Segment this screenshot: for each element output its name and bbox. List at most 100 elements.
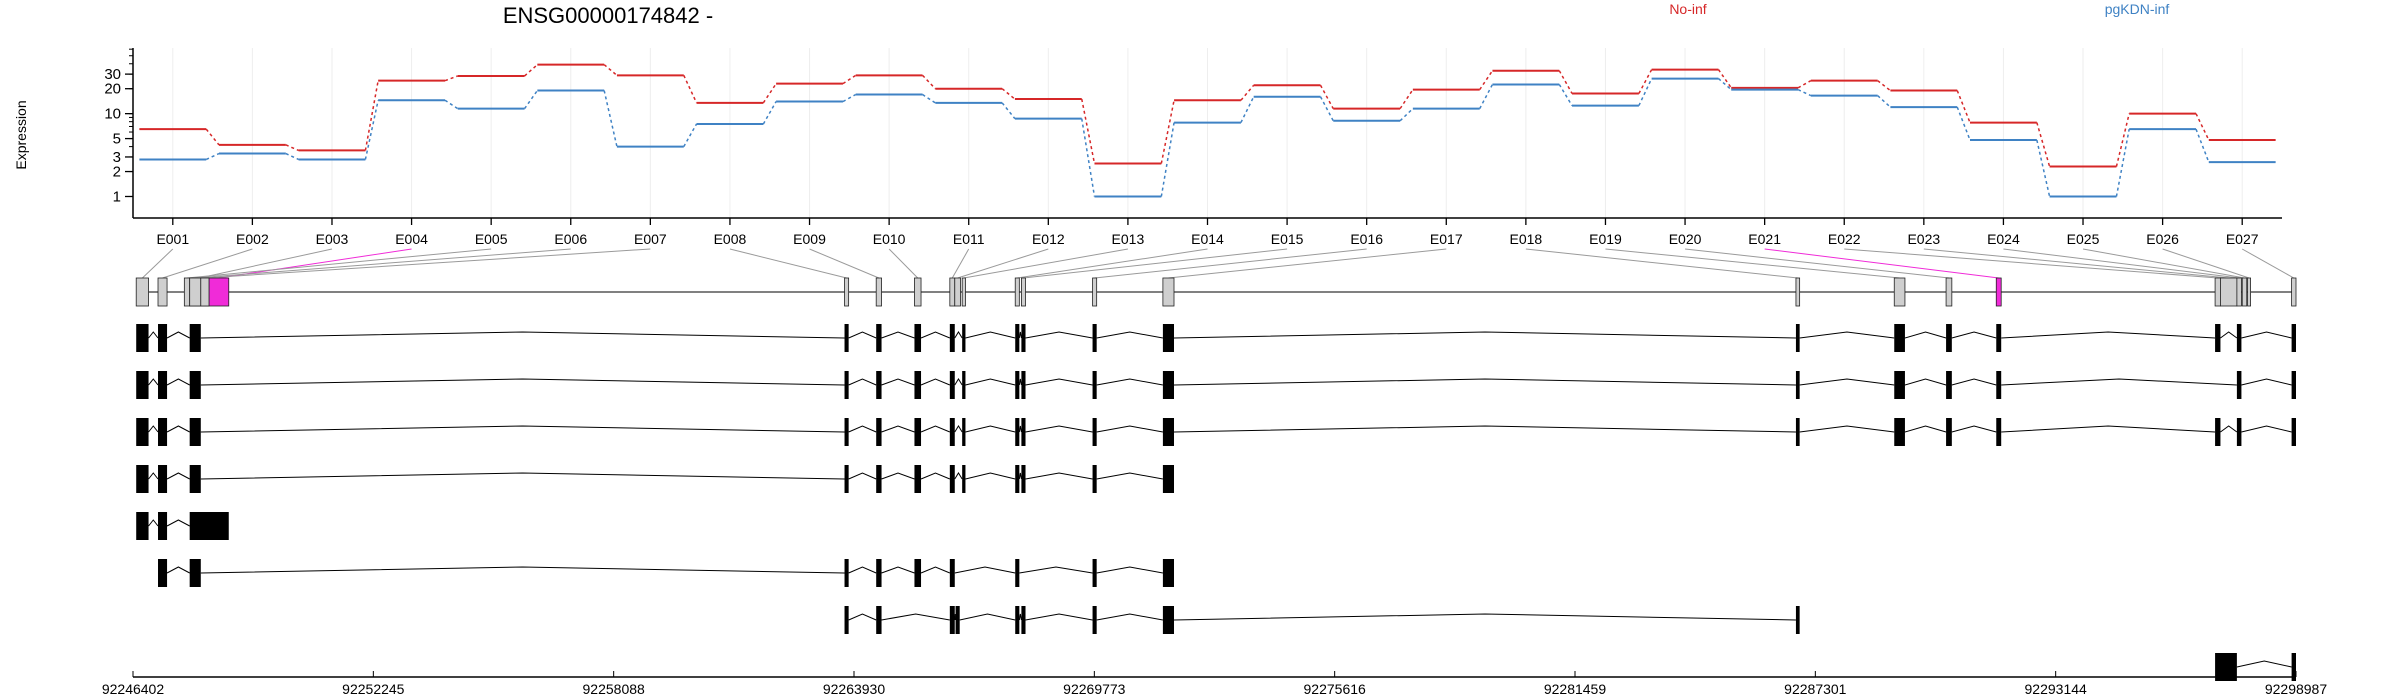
transcript-4-intron	[148, 472, 159, 480]
transcript-2-intron	[965, 378, 1016, 386]
genomic-axis-label: 92246402	[102, 681, 165, 697]
x-tick-label-E027: E027	[2226, 231, 2259, 247]
transcript-3-exon	[2291, 418, 2296, 446]
transcript-3-intron	[965, 425, 1016, 433]
transcript-7-exon	[1021, 606, 1026, 634]
series-0-connector-E003	[364, 80, 379, 151]
transcript-1-intron	[2001, 331, 2216, 339]
transcript-3-intron	[1173, 425, 1796, 433]
transcript-1-intron	[1173, 331, 1796, 339]
series-0-connector-E019	[1638, 69, 1653, 94]
collapsed-exon-E019	[1893, 277, 1906, 307]
series-0-connector-E015	[1319, 84, 1334, 109]
transcript-3-intron	[166, 425, 190, 433]
series-0-connector-E005	[524, 64, 538, 77]
transcript-1-intron	[1025, 331, 1093, 339]
transcript-4-exon	[1092, 465, 1097, 493]
series-1-connector-E014	[1240, 96, 1255, 123]
transcript-8-intron	[2236, 660, 2292, 668]
transcript-4-intron	[1096, 472, 1163, 480]
x-tick-label-E017: E017	[1430, 231, 1463, 247]
exon-link-E001	[142, 248, 174, 279]
transcript-1-exon	[136, 324, 149, 352]
transcript-3-intron	[2001, 425, 2216, 433]
transcript-2-exon	[2236, 371, 2242, 399]
transcript-7-exon	[876, 606, 882, 634]
transcript-1-exon	[1021, 324, 1026, 352]
collapsed-exon-E017	[1162, 277, 1175, 307]
x-tick-label-E020: E020	[1669, 231, 1702, 247]
series-1-connector-E026	[2195, 128, 2210, 163]
series-0-connector-E013	[1160, 100, 1175, 164]
collapsed-exon-E022	[2214, 277, 2221, 307]
transcript-6-exon	[949, 559, 955, 587]
transcript-1-intron	[200, 331, 845, 339]
exon-link-E010	[888, 248, 919, 279]
transcript-3-intron	[1799, 425, 1895, 433]
transcript-3-exon	[1162, 418, 1175, 446]
transcript-4-intron	[881, 472, 915, 480]
transcript-3-exon	[1021, 418, 1026, 446]
exon-link-E005	[186, 248, 492, 279]
transcript-2-exon	[158, 371, 168, 399]
series-1-connector-E004	[444, 99, 459, 110]
genomic-axis-label: 92287301	[1784, 681, 1847, 697]
x-tick-label-E005: E005	[475, 231, 508, 247]
transcript-3-exon	[1092, 418, 1097, 446]
transcript-2-exon	[844, 371, 849, 399]
y-tick-label-5: 5	[113, 131, 121, 148]
transcript-3-intron	[1096, 425, 1163, 433]
transcript-6-intron	[848, 566, 877, 574]
transcript-3-exon	[1996, 418, 2002, 446]
transcript-2-intron	[1096, 378, 1163, 386]
series-1-connector-E008	[762, 101, 777, 125]
transcript-3-intron	[1025, 425, 1093, 433]
transcript-6-exon	[1092, 559, 1097, 587]
transcript-4-exon	[914, 465, 922, 493]
transcript-5-intron	[148, 519, 159, 527]
collapsed-exon-E024	[2236, 277, 2242, 307]
transcript-5-exon	[136, 512, 149, 540]
transcript-1-exon	[1996, 324, 2002, 352]
transcript-1-intron	[920, 331, 951, 339]
series-0-connector-E020	[1717, 69, 1732, 89]
transcript-6-exon	[876, 559, 882, 587]
transcript-4-intron	[1018, 472, 1022, 480]
x-tick-label-E015: E015	[1271, 231, 1304, 247]
transcript-3-intron	[1904, 425, 1947, 433]
series-0-connector-E026	[2195, 113, 2210, 141]
transcript-1-exon	[844, 324, 849, 352]
genomic-axis-label: 92275616	[1304, 681, 1367, 697]
transcript-7-exon	[955, 606, 960, 634]
transcript-2-intron	[1799, 378, 1895, 386]
transcript-7-intron	[954, 613, 957, 621]
transcript-1-exon	[914, 324, 922, 352]
transcript-1-intron	[2241, 331, 2292, 339]
exon-link-E007	[204, 248, 651, 279]
exon-link-E023	[1923, 248, 2229, 279]
series-0-connector-E014	[1240, 84, 1255, 101]
transcript-4-intron	[166, 472, 190, 480]
transcript-1-intron	[166, 331, 190, 339]
genomic-axis-label: 92293144	[2025, 681, 2088, 697]
legend-pgkdn-inf: pgKDN-inf	[2105, 1, 2170, 17]
transcript-6-exon	[1162, 559, 1175, 587]
transcript-3-intron	[2220, 425, 2238, 433]
transcript-1-exon	[876, 324, 882, 352]
transcript-2-exon	[1015, 371, 1020, 399]
transcript-1-exon	[1795, 324, 1800, 352]
transcript-3-exon	[1015, 418, 1020, 446]
collapsed-exon-E018	[1795, 277, 1801, 307]
exon-link-E006	[195, 248, 571, 279]
x-tick-label-E023: E023	[1907, 231, 1940, 247]
transcript-2-exon	[1946, 371, 1952, 399]
x-tick-label-E002: E002	[236, 231, 269, 247]
transcript-1-exon	[2215, 324, 2221, 352]
transcript-6-exon	[1015, 559, 1020, 587]
series-1-connector-E001	[205, 152, 220, 161]
transcript-3-intron	[2241, 425, 2292, 433]
x-tick-label-E003: E003	[316, 231, 349, 247]
genomic-axis-label: 92258088	[583, 681, 646, 697]
transcript-4-exon	[876, 465, 882, 493]
genomic-axis-label: 92252245	[342, 681, 405, 697]
